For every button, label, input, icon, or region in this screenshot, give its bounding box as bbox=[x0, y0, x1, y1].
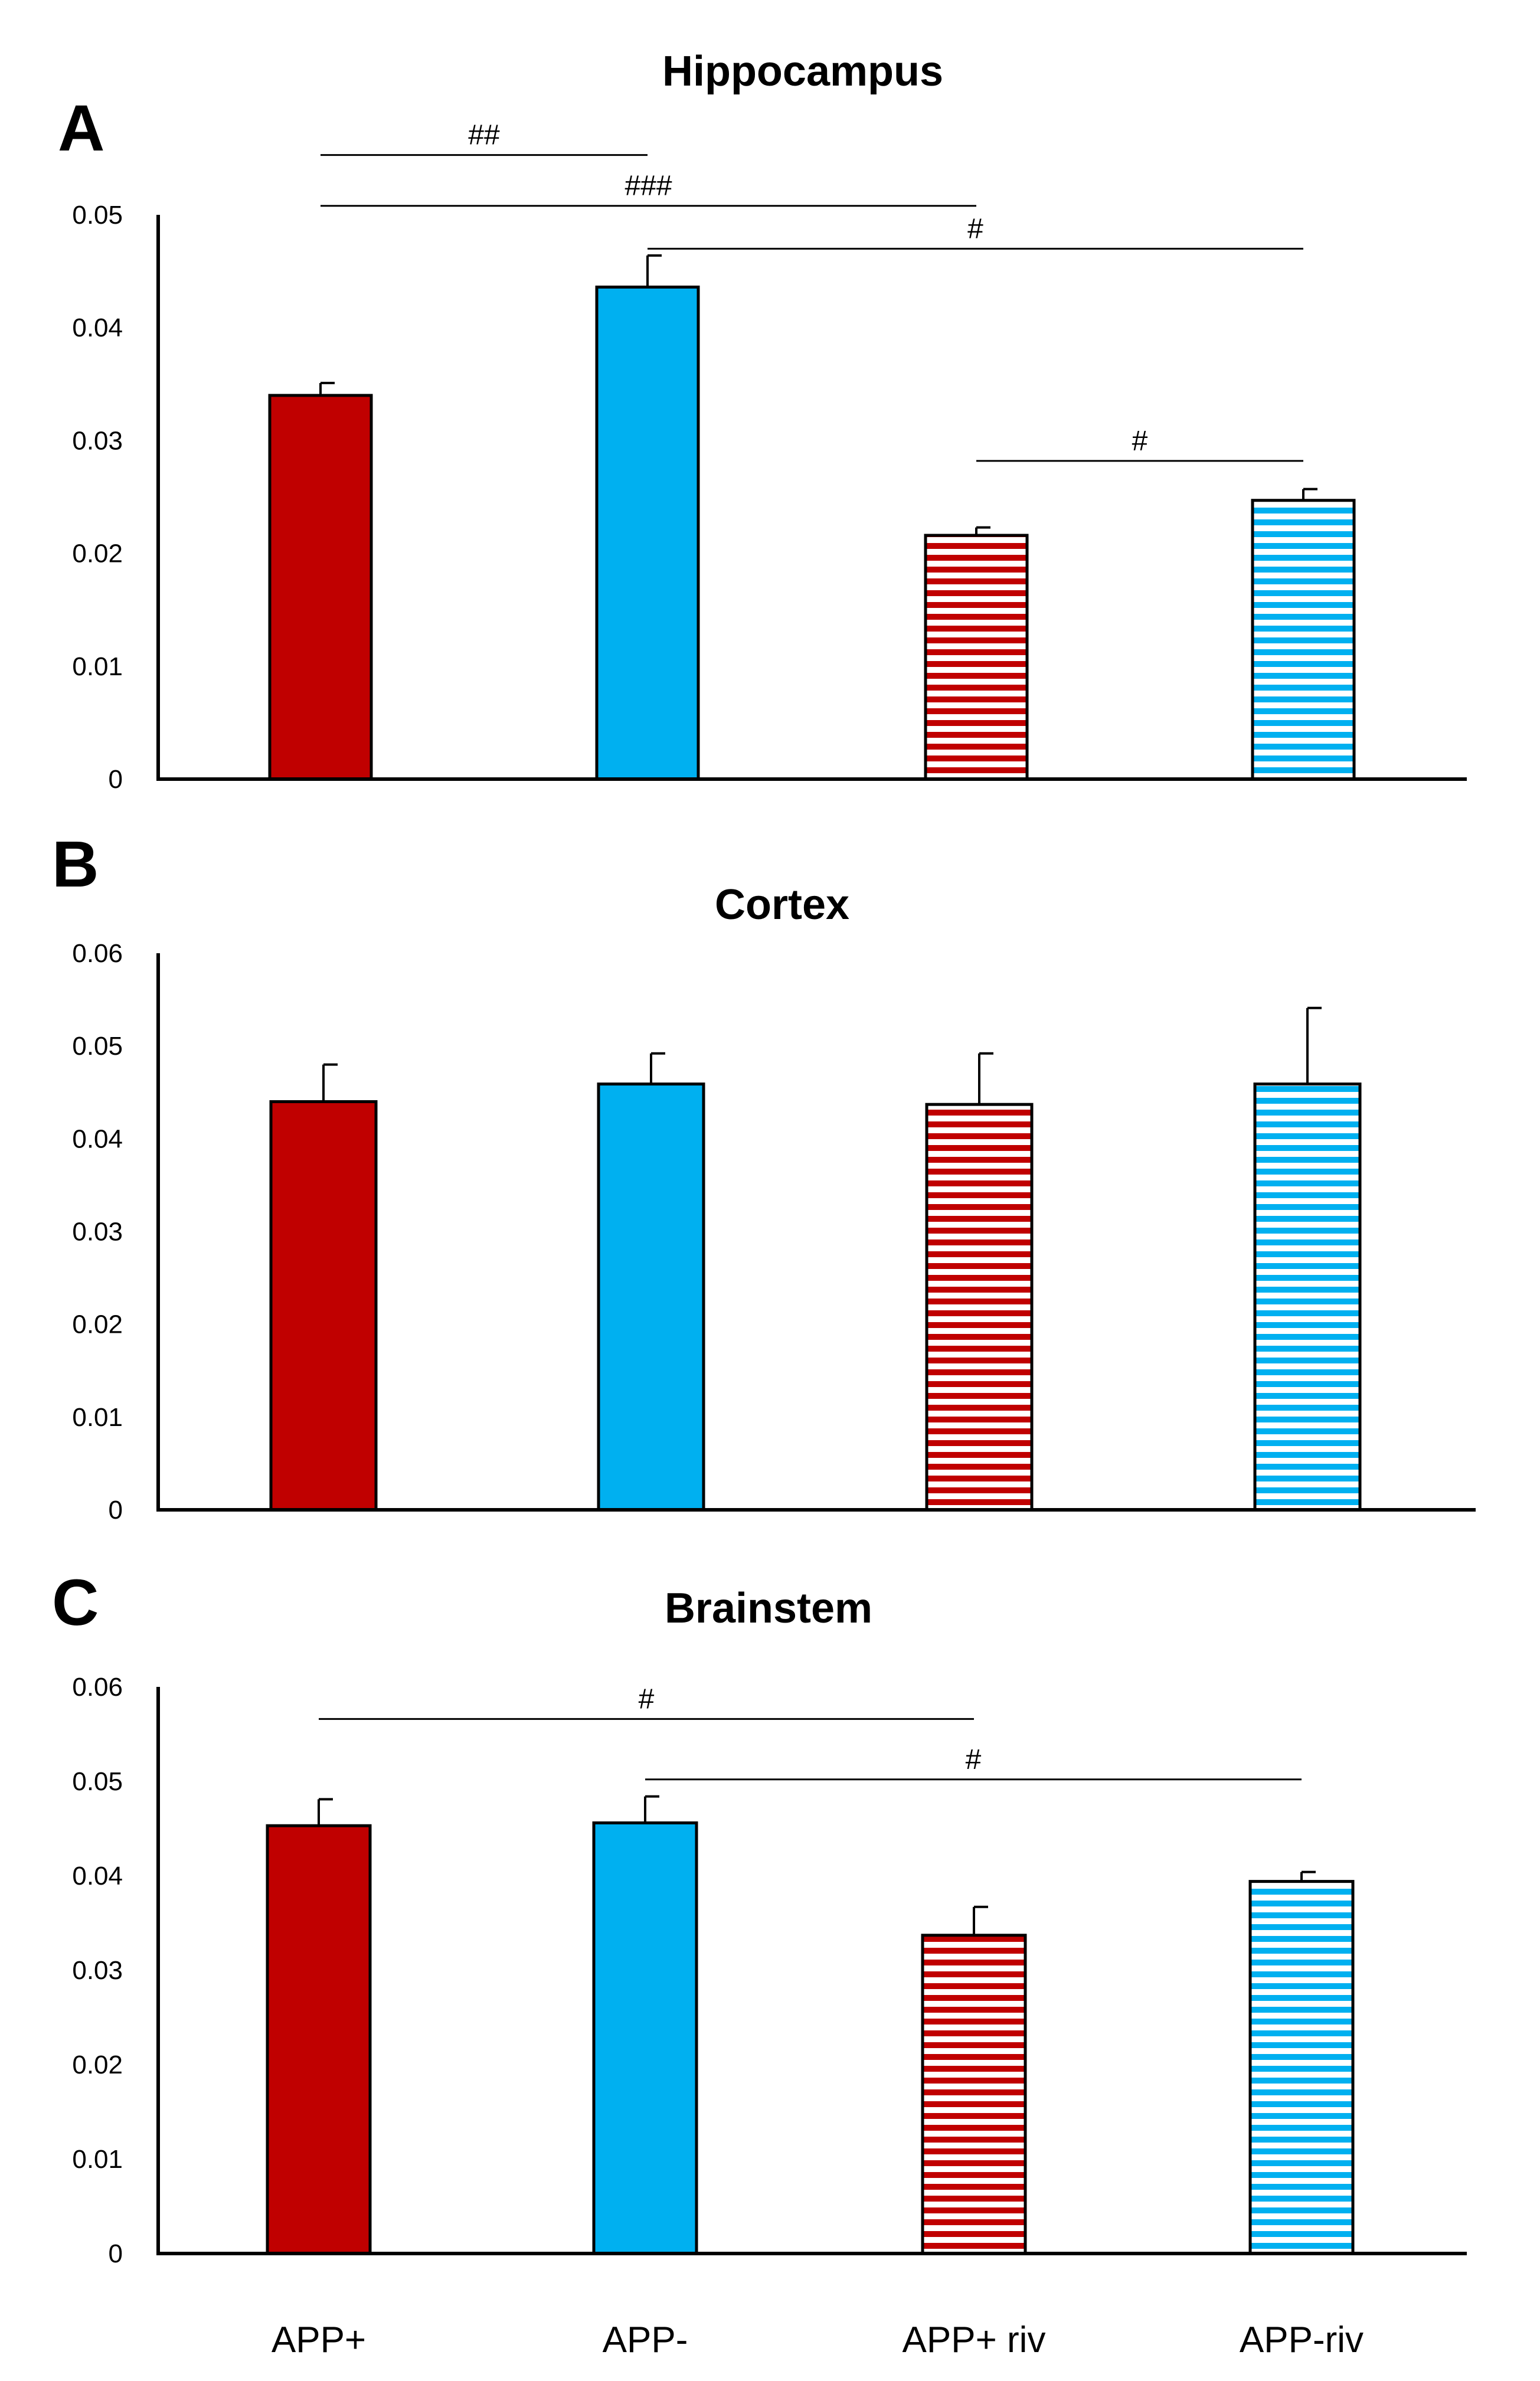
bar-app-plus bbox=[266, 1824, 372, 2255]
bar-app-riv-plus bbox=[924, 534, 1029, 781]
significance-label: # bbox=[1132, 426, 1148, 457]
x-category-label: APP+ bbox=[272, 2320, 366, 2360]
panel-brainstem: C Brainstem 00.010.020.030.040.050.06 ##… bbox=[52, 1566, 1467, 2360]
panel-title-hippocampus: Hippocampus bbox=[662, 48, 943, 95]
bar-app bbox=[592, 1821, 698, 2255]
bar-app bbox=[597, 1082, 705, 1512]
y-tick-label: 0.02 bbox=[72, 539, 123, 568]
y-tick-label: 0.06 bbox=[72, 939, 123, 968]
bars bbox=[266, 1795, 1355, 2255]
y-tick-label: 0.04 bbox=[72, 313, 123, 342]
bar-app-plus bbox=[269, 1100, 378, 1512]
axes bbox=[156, 1687, 1467, 2255]
x-category-label: APP-riv bbox=[1240, 2320, 1364, 2360]
bar-app-riv-plus bbox=[921, 1934, 1027, 2255]
y-tick-label: 0.05 bbox=[72, 1767, 123, 1796]
significance-label: # bbox=[966, 1744, 982, 1775]
panel-letter-a: A bbox=[58, 92, 104, 165]
axes bbox=[156, 215, 1467, 781]
y-tick-label: 0.03 bbox=[72, 1956, 123, 1985]
y-tick-label: 0.05 bbox=[72, 1032, 123, 1061]
bar-app bbox=[595, 285, 700, 781]
panel-title-cortex: Cortex bbox=[715, 881, 849, 928]
y-tick-label: 0.02 bbox=[72, 1310, 123, 1339]
y-tick-label: 0.04 bbox=[72, 1862, 123, 1891]
y-tick-label: 0.01 bbox=[72, 1403, 123, 1432]
significance-label: # bbox=[967, 213, 983, 244]
bar-app-riv bbox=[1248, 1880, 1355, 2255]
bar-app-plus bbox=[268, 394, 373, 781]
y-tick-label: 0.03 bbox=[72, 1218, 123, 1247]
bar-app-riv bbox=[1251, 499, 1356, 781]
y-tick-label: 0 bbox=[109, 2239, 123, 2268]
y-tick-label: 0 bbox=[109, 1496, 123, 1525]
significance-brackets: ####### bbox=[321, 120, 1303, 462]
panel-cortex: B Cortex 0 0.01 0.02 0.03 0.04 0.05 0.06 bbox=[52, 828, 1476, 1525]
panel-hippocampus: A Hippocampus 00.010.020.030.040.05 ####… bbox=[58, 48, 1467, 794]
significance-label: ## bbox=[468, 120, 500, 151]
y-axis-ticks: 0 0.01 0.02 0.03 0.04 0.05 bbox=[72, 201, 123, 794]
bar-app-riv-plus bbox=[925, 1103, 1034, 1512]
panel-letter-c: C bbox=[52, 1566, 99, 1639]
y-tick-label: 0.03 bbox=[72, 426, 123, 455]
y-tick-label: 0.04 bbox=[72, 1124, 123, 1153]
significance-label: # bbox=[639, 1683, 655, 1715]
significance-label: ### bbox=[624, 171, 672, 202]
significance-brackets: ## bbox=[319, 1683, 1302, 1781]
y-tick-label: 0.06 bbox=[72, 1673, 123, 1702]
bar-app-riv bbox=[1253, 1082, 1362, 1512]
y-tick-label: 0.01 bbox=[72, 2145, 123, 2174]
y-tick-label: 0.02 bbox=[72, 2050, 123, 2079]
y-tick-label: 0.05 bbox=[72, 201, 123, 230]
y-axis-ticks: 0 0.01 0.02 0.03 0.04 0.05 0.06 bbox=[72, 939, 123, 1525]
panel-letter-b: B bbox=[52, 828, 99, 901]
x-category-label: APP+ riv bbox=[903, 2320, 1046, 2360]
y-tick-label: 0 bbox=[109, 765, 123, 794]
x-category-label: APP- bbox=[603, 2320, 688, 2360]
bars bbox=[269, 1006, 1362, 1512]
bars bbox=[268, 254, 1356, 781]
y-axis-ticks: 0 0.01 0.02 0.03 0.04 0.05 0.06 bbox=[72, 1673, 123, 2268]
y-tick-label: 0.01 bbox=[72, 652, 123, 681]
category-labels: APP+ APP- APP+ riv APP-riv bbox=[272, 2320, 1364, 2360]
panel-title-brainstem: Brainstem bbox=[665, 1585, 872, 1632]
axes bbox=[156, 953, 1476, 1512]
